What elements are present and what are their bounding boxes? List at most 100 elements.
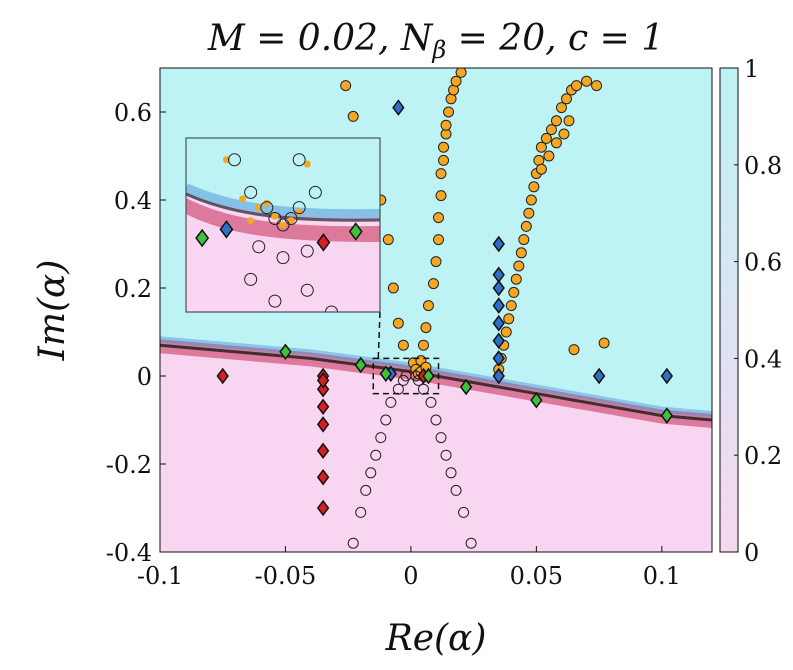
circle-point: [535, 163, 547, 175]
circle-point: [581, 75, 593, 87]
circle-point: [433, 234, 445, 246]
series-2: [347, 370, 477, 549]
diamond-point: [459, 378, 473, 396]
diamond-point: [279, 343, 292, 361]
inset-series-1: [228, 153, 338, 312]
circle-point: [540, 132, 552, 144]
circle-point: [347, 537, 359, 549]
inset-circle-point: [268, 294, 282, 308]
circle-point: [505, 300, 517, 312]
title-n: N: [400, 18, 434, 59]
circle-point: [443, 106, 455, 118]
inset-series-3: [316, 233, 331, 252]
diamond-point: [316, 468, 330, 486]
circle-point: [360, 484, 372, 496]
circle-point: [380, 414, 392, 426]
series-5: [279, 343, 674, 424]
circle-point: [430, 256, 442, 268]
circle-point: [455, 68, 467, 78]
circle-point: [365, 467, 377, 479]
circle-point: [435, 190, 447, 202]
inset-circle-point: [295, 208, 303, 216]
x-axis-label: Re(α): [385, 618, 487, 659]
y-tick-label: -0.2: [106, 451, 152, 479]
inset-series-4: [195, 222, 363, 248]
inset-boundary-band: [186, 198, 380, 242]
diamond-point: [492, 297, 505, 314]
circle-point: [430, 414, 442, 426]
circle-point: [543, 150, 555, 162]
y-axis-label: Im(α): [32, 260, 73, 362]
circle-point: [397, 339, 409, 351]
circle-point: [535, 141, 547, 153]
inset-boundary-line: [186, 192, 380, 222]
plot-background: [160, 68, 712, 552]
circle-point: [568, 344, 580, 356]
inset-circle-point: [239, 195, 247, 203]
inset-circle-point: [292, 201, 306, 215]
circle-point: [563, 115, 575, 127]
x-tick-label: 0.1: [643, 562, 681, 590]
zoom-connector: [377, 311, 381, 359]
plot-frame: [159, 67, 713, 553]
circle-point: [440, 449, 452, 461]
colorbar-tick-label: 0: [744, 539, 759, 567]
circle-point: [347, 110, 359, 122]
diamond-point: [492, 350, 505, 367]
circle-point: [445, 467, 457, 479]
diamond-point: [422, 367, 435, 385]
inset-circle-point: [263, 199, 271, 207]
colorbar-tick-label: 1: [744, 55, 759, 83]
circle-point: [438, 141, 450, 153]
circle-point: [440, 119, 452, 131]
inset-circle-point: [287, 217, 295, 225]
circle-point: [420, 322, 432, 334]
inset-circle-point: [300, 244, 314, 258]
diamond-point: [660, 367, 674, 385]
circle-point: [417, 339, 429, 351]
inset-circle-point: [268, 211, 282, 225]
diamond-point: [316, 380, 330, 398]
circle-point: [550, 137, 562, 149]
title-n-sub: β: [431, 36, 446, 64]
colorbar-tick-label: 0.6: [744, 249, 782, 277]
circle-point: [528, 181, 540, 193]
inset-circle-point: [244, 272, 258, 286]
circle-point: [387, 282, 399, 294]
inset-circle-point: [244, 185, 258, 199]
colorbar-tick-label: 0.4: [744, 345, 782, 373]
diamond-point: [316, 398, 330, 416]
colorbar-tick-label: 0.8: [744, 152, 782, 180]
inset-circle-point: [303, 160, 311, 168]
circle-point: [555, 102, 567, 114]
inset-circle-point: [247, 217, 255, 225]
diamond-point: [354, 356, 367, 374]
circle-point: [392, 317, 404, 329]
circle-point: [450, 75, 462, 87]
diamond-point: [316, 442, 330, 460]
inset-circle-point: [276, 218, 290, 232]
circle-point: [510, 273, 522, 285]
x-tick-label: -0.05: [255, 562, 317, 590]
circle-point: [518, 234, 530, 246]
circle-point: [425, 396, 437, 408]
inset-circle-point: [255, 204, 263, 212]
circle-point: [450, 484, 462, 496]
circle-point: [340, 80, 352, 92]
title-c: c = 1: [568, 18, 664, 59]
circle-point: [523, 207, 535, 219]
inset-circle-point: [252, 240, 266, 254]
circle-point: [598, 337, 610, 349]
circle-point: [515, 247, 527, 259]
circle-point: [571, 80, 583, 92]
inset-series-0: [222, 156, 311, 229]
inset-circle-point: [308, 185, 322, 199]
circle-point: [545, 124, 557, 136]
diamond-point: [316, 372, 330, 389]
lower-region: [160, 345, 712, 552]
colorbar-tick-label: 0.2: [744, 442, 782, 470]
diamond-point: [492, 235, 505, 253]
circle-point: [503, 313, 515, 325]
title-m: M = 0.02,: [207, 18, 401, 59]
